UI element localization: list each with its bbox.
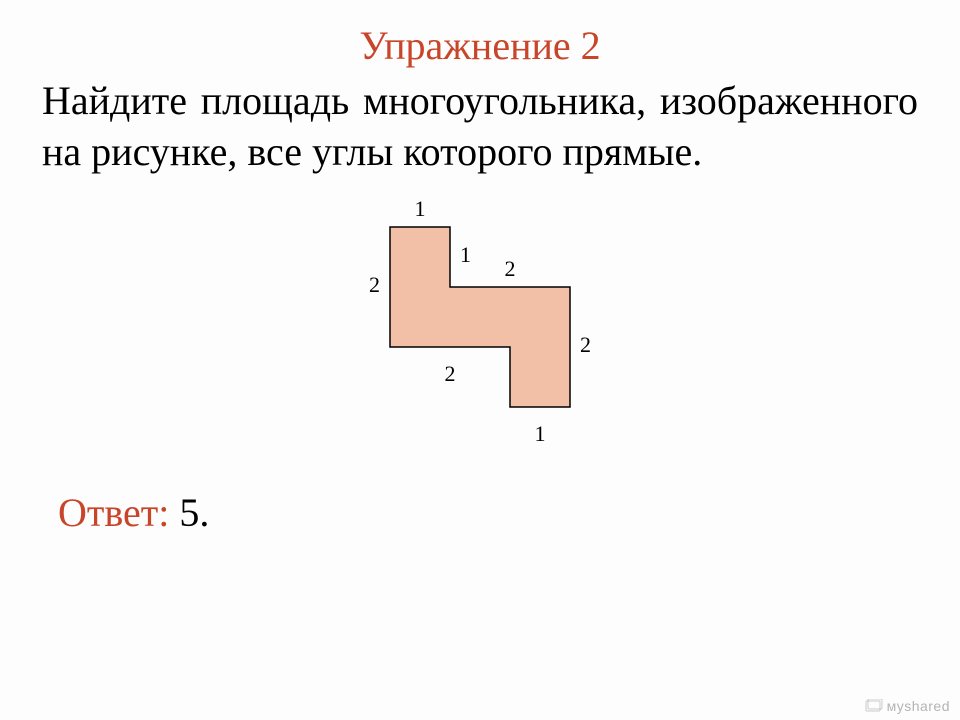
edge-label: 1 <box>535 421 546 446</box>
polygon-shape <box>390 227 570 407</box>
edge-label: 2 <box>445 361 456 386</box>
edge-label: 1 <box>415 196 426 221</box>
figure-container: 1 1 2 2 1 2 2 <box>0 191 960 461</box>
edge-label: 2 <box>369 272 380 297</box>
answer-value: 5. <box>169 490 209 535</box>
edge-label: 2 <box>580 332 591 357</box>
edge-label: 1 <box>460 242 471 267</box>
edge-label: 2 <box>505 256 516 281</box>
polygon-figure: 1 1 2 2 1 2 2 <box>320 191 640 461</box>
polygon-svg: 1 1 2 2 1 2 2 <box>320 191 640 461</box>
watermark-text: мyshared <box>887 698 950 714</box>
watermark: мyshared <box>865 698 950 714</box>
problem-text: Найдите площадь многоугольника, изображе… <box>0 69 960 177</box>
exercise-title: Упражнение 2 <box>0 0 960 69</box>
answer-label: Ответ: <box>58 490 169 535</box>
watermark-icon <box>865 699 883 713</box>
answer-line: Ответ: 5. <box>0 489 960 536</box>
